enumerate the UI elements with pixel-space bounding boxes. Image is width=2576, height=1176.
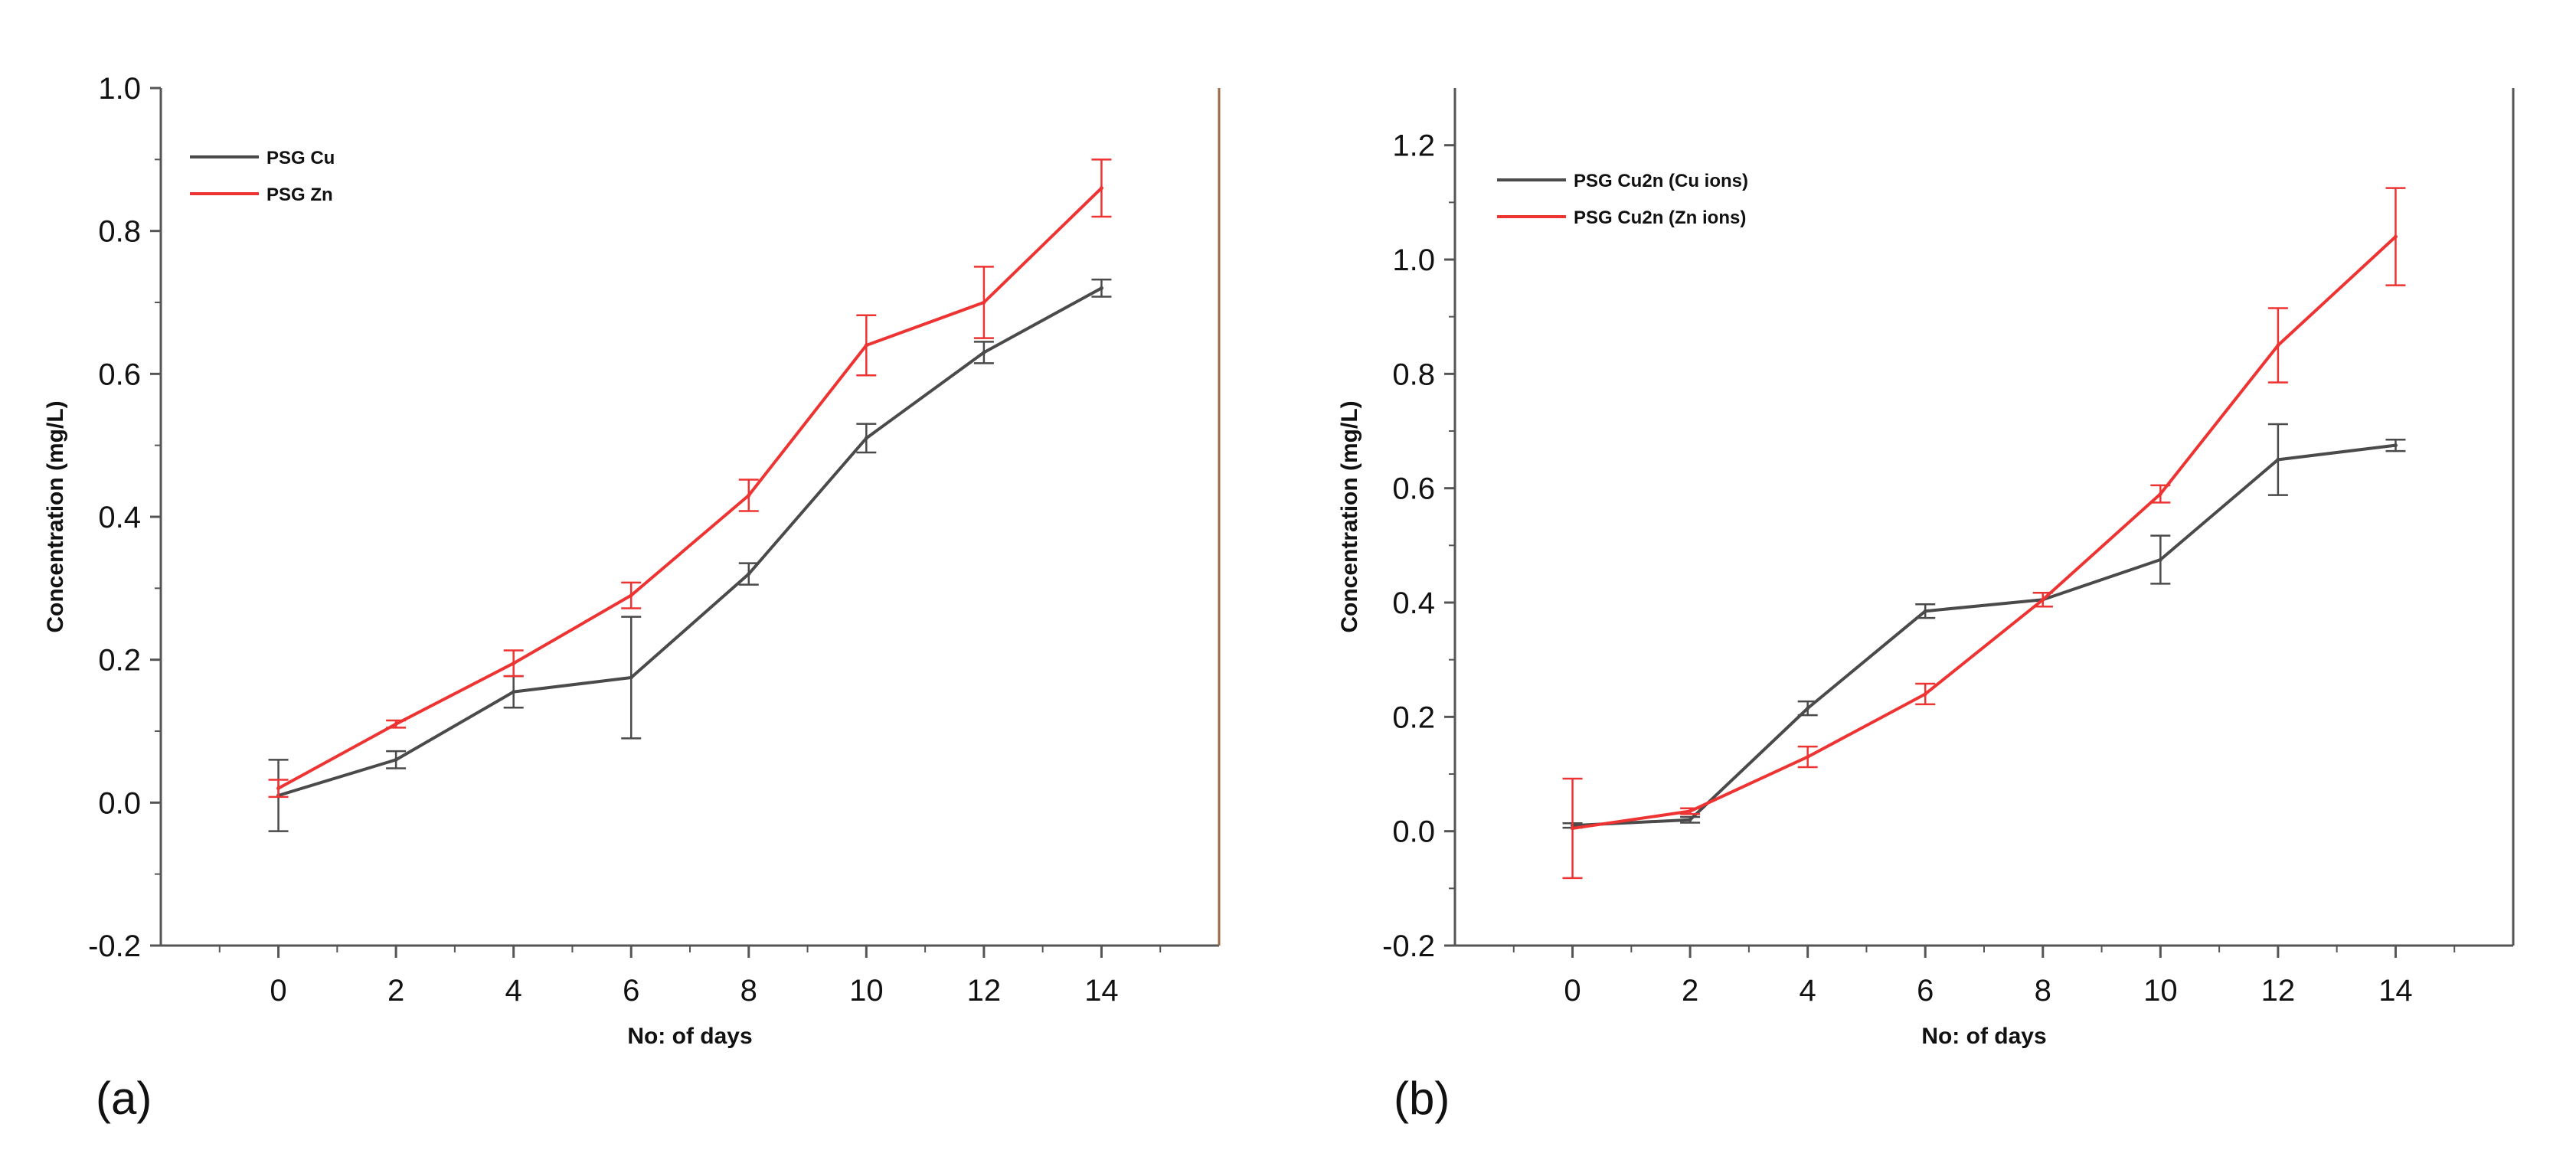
legend: PSG Cu2n (Cu ions) PSG Cu2n (Zn ions) <box>1497 171 1748 228</box>
y-tick-label: 0.8 <box>98 215 141 249</box>
x-tick-label: 12 <box>967 974 1002 1008</box>
data-point <box>394 757 398 762</box>
data-point <box>2393 234 2398 239</box>
x-tick-label: 8 <box>740 974 757 1008</box>
y-tick-label: 0.2 <box>1392 701 1435 734</box>
series-line <box>1572 235 2397 830</box>
data-point <box>1688 818 1692 822</box>
x-tick-label: 4 <box>505 974 522 1008</box>
data-point <box>276 786 281 791</box>
data-point <box>747 493 751 498</box>
y-axis-title: Concentration (mg/L) <box>43 400 68 632</box>
legend-label: PSG Cu2n (Zn ions) <box>1574 207 1746 228</box>
chart-panel-b: -0.2 0.0 0.2 0.4 0.6 0.8 1.0 1.2 0 2 4 6 8 10 12 14 No: … <box>1337 88 2515 1124</box>
data-point <box>1923 691 1927 696</box>
data-point <box>2276 457 2280 462</box>
y-tick-label: 1.0 <box>98 72 141 106</box>
data-point <box>2276 343 2280 348</box>
data-point <box>2041 597 2045 602</box>
x-tick-label: 0 <box>270 974 286 1008</box>
x-tick-label: 0 <box>1564 974 1581 1008</box>
data-point <box>394 722 398 727</box>
data-point <box>629 593 633 598</box>
series-1 <box>1562 187 2406 880</box>
data-point <box>982 300 986 305</box>
panel-label: (a) <box>96 1073 152 1124</box>
legend-label: PSG Cu2n (Cu ions) <box>1574 171 1748 191</box>
y-tick-label: 0.0 <box>1392 815 1435 849</box>
x-tick-label: 8 <box>2035 974 2051 1008</box>
data-point <box>512 661 516 665</box>
data-point <box>2158 557 2162 562</box>
data-point <box>1099 186 1103 191</box>
data-point <box>747 572 751 577</box>
chart-panel-a: -0.2 0.0 0.2 0.4 0.6 0.8 1.0 0 2 4 6 8 10 12 14 No: of … <box>43 72 1221 1124</box>
data-point <box>2158 492 2162 496</box>
y-tick-label: 0.6 <box>1392 472 1435 506</box>
x-tick-label: 2 <box>387 974 404 1008</box>
data-point <box>1688 809 1692 814</box>
x-tick-label: 6 <box>623 974 639 1008</box>
y-tick-label: 0.2 <box>98 644 141 678</box>
x-tick-label: 6 <box>1917 974 1934 1008</box>
series-line <box>1572 443 2396 828</box>
legend-label: PSG Cu <box>266 148 335 168</box>
y-tick-label: 1.2 <box>1392 129 1435 163</box>
x-tick-label: 14 <box>2378 974 2413 1008</box>
series-0 <box>1562 423 2406 829</box>
y-tick-label: 0.6 <box>98 358 141 391</box>
data-point <box>1806 755 1810 760</box>
x-tick-label: 14 <box>1084 974 1119 1008</box>
series-1 <box>268 158 1112 799</box>
data-point <box>512 690 516 694</box>
y-axis-title: Concentration (mg/L) <box>1337 400 1362 632</box>
data-point <box>1099 286 1103 290</box>
x-tick-label: 10 <box>849 974 884 1008</box>
y-tick-label: 0.0 <box>98 786 141 820</box>
data-point <box>864 436 868 440</box>
x-axis-title: No: of days <box>627 1024 752 1049</box>
data-point <box>2393 443 2398 448</box>
x-tick-label: 2 <box>1682 974 1698 1008</box>
series-0 <box>268 278 1112 832</box>
x-tick-label: 10 <box>2143 974 2178 1008</box>
y-tick-label: 0.4 <box>98 501 141 534</box>
panel-label: (b) <box>1394 1073 1450 1124</box>
data-point <box>1923 609 1927 613</box>
y-tick-label: -0.2 <box>1382 929 1435 963</box>
data-point <box>629 675 633 680</box>
y-tick-label: -0.2 <box>88 929 141 963</box>
data-point <box>1806 706 1810 710</box>
y-tick-label: 0.8 <box>1392 358 1435 391</box>
series-line <box>277 286 1103 797</box>
legend-label: PSG Zn <box>266 185 333 205</box>
data-point <box>1571 826 1575 831</box>
data-point <box>864 343 868 348</box>
x-tick-label: 4 <box>1800 974 1816 1008</box>
y-tick-label: 0.4 <box>1392 586 1435 620</box>
data-point <box>982 350 986 354</box>
legend: PSG Cu PSG Zn <box>190 148 335 205</box>
series-line <box>277 187 1103 790</box>
x-tick-label: 12 <box>2261 974 2296 1008</box>
y-tick-label: 1.0 <box>1392 243 1435 277</box>
x-axis-title: No: of days <box>1921 1024 2046 1049</box>
